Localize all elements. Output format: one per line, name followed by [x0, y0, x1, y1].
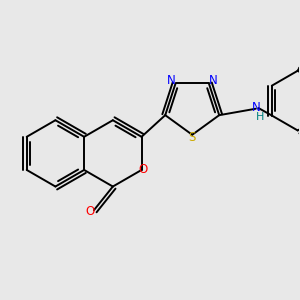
Text: N: N [167, 74, 175, 87]
Text: O: O [138, 164, 148, 176]
Text: H: H [256, 112, 264, 122]
Text: O: O [85, 205, 94, 218]
Text: S: S [188, 131, 196, 144]
Text: N: N [252, 101, 261, 114]
Text: N: N [209, 74, 218, 87]
